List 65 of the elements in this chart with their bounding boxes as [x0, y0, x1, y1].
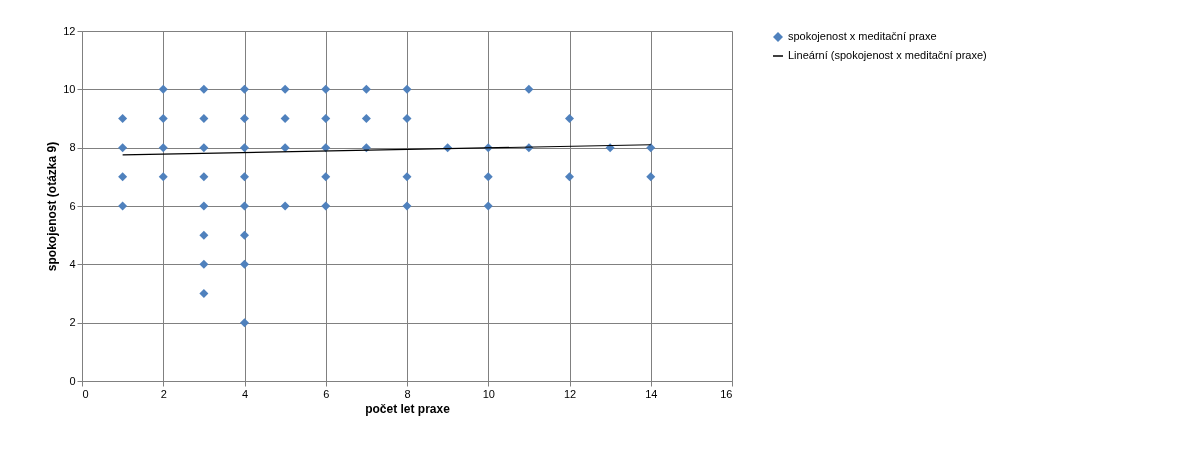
point	[199, 201, 209, 211]
point	[240, 84, 249, 94]
point	[199, 230, 209, 240]
point	[118, 172, 128, 182]
point	[402, 201, 412, 211]
point	[565, 172, 574, 182]
point	[524, 84, 534, 94]
x-tick-label: 12	[563, 387, 577, 400]
point	[402, 172, 412, 182]
x-tick-label: 6	[323, 387, 330, 400]
point	[321, 172, 331, 182]
point	[118, 201, 128, 211]
point	[118, 114, 128, 123]
y-tick-label: 4	[69, 257, 76, 270]
point	[199, 84, 209, 94]
x-tick-label: 8	[404, 387, 411, 400]
x-tick-label: 16	[720, 387, 733, 400]
point	[158, 114, 168, 123]
point	[321, 143, 331, 153]
x-tick-label: 2	[160, 387, 167, 400]
x-axis-title: počet let praxe	[365, 401, 451, 416]
point	[158, 172, 168, 182]
point	[321, 84, 331, 94]
point	[361, 114, 371, 123]
point	[118, 143, 128, 153]
point	[321, 114, 331, 123]
point	[240, 318, 249, 328]
x-tick-label: 0	[82, 387, 89, 400]
point	[402, 84, 412, 94]
point	[199, 289, 209, 298]
y-tick-label: 0	[69, 374, 76, 387]
y-tick-label: 12	[63, 24, 76, 37]
point	[646, 143, 656, 153]
y-tick-label: 8	[69, 141, 76, 154]
point	[646, 172, 656, 182]
point	[361, 84, 371, 94]
point	[280, 84, 290, 94]
point	[199, 114, 209, 123]
point	[280, 114, 290, 123]
y-tick-label: 10	[63, 82, 76, 95]
point	[199, 259, 209, 269]
x-tick-label: 10	[482, 387, 495, 400]
legend-label: Lineární (spokojenost x meditační praxe)	[788, 49, 987, 61]
point	[199, 143, 209, 153]
y-tick-label: 6	[69, 199, 76, 212]
x-tick-label: 4	[241, 387, 249, 400]
x-tick-label: 14	[645, 387, 658, 400]
point	[565, 114, 574, 123]
point	[240, 230, 249, 240]
point	[321, 201, 331, 211]
point	[158, 84, 168, 94]
y-tick-label: 2	[69, 316, 76, 329]
point	[158, 143, 168, 153]
point	[280, 201, 290, 211]
point	[199, 172, 209, 182]
point	[280, 143, 290, 153]
point	[240, 172, 249, 182]
point	[240, 143, 249, 153]
point	[361, 143, 371, 153]
point	[240, 114, 249, 123]
point	[483, 201, 493, 211]
point	[240, 259, 249, 269]
point	[483, 172, 493, 182]
y-axis-title: spokojenost (otázka 9)	[45, 141, 60, 272]
legend-label: spokojenost x meditační praxe	[788, 30, 937, 42]
